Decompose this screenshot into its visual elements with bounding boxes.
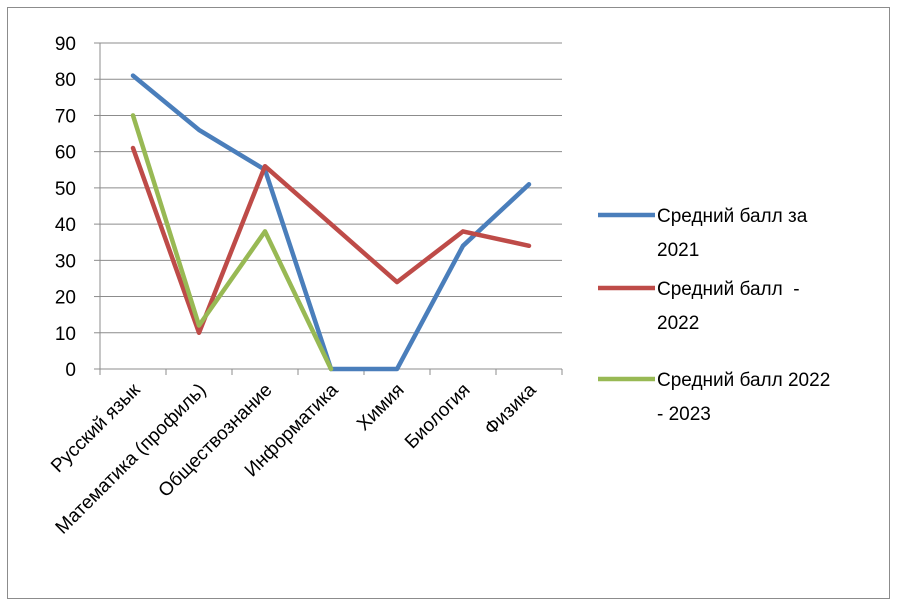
y-tick-label: 30 <box>55 251 76 272</box>
y-tick-label: 80 <box>55 70 76 91</box>
y-tick-label: 50 <box>55 179 76 200</box>
legend-label-2: Средний балл - <box>657 279 800 300</box>
y-tick-label: 20 <box>55 288 76 309</box>
y-tick-label: 70 <box>55 106 76 127</box>
legend-label-1: Средний балл за <box>657 206 808 227</box>
series-line-3 <box>130 113 334 372</box>
chart-frame <box>7 7 890 599</box>
legend-label-3: Средний балл 2022 <box>657 370 830 391</box>
x-tick-label: Химия <box>353 380 408 435</box>
y-tick-label: 40 <box>55 215 76 236</box>
y-tick-label: 0 <box>65 360 76 381</box>
legend-label-2: 2022 <box>657 313 699 334</box>
x-tick-label: Биология <box>401 380 474 453</box>
legend-label-1: 2021 <box>657 240 699 261</box>
y-tick-label: 90 <box>55 34 76 55</box>
series-line-2 <box>130 145 532 336</box>
y-tick-label: 60 <box>55 143 76 164</box>
y-tick-label: 10 <box>55 324 76 345</box>
x-tick-label: Обществознание <box>155 380 277 502</box>
legend-label-3: - 2023 <box>657 404 711 425</box>
x-tick-label: Физика <box>481 379 541 439</box>
